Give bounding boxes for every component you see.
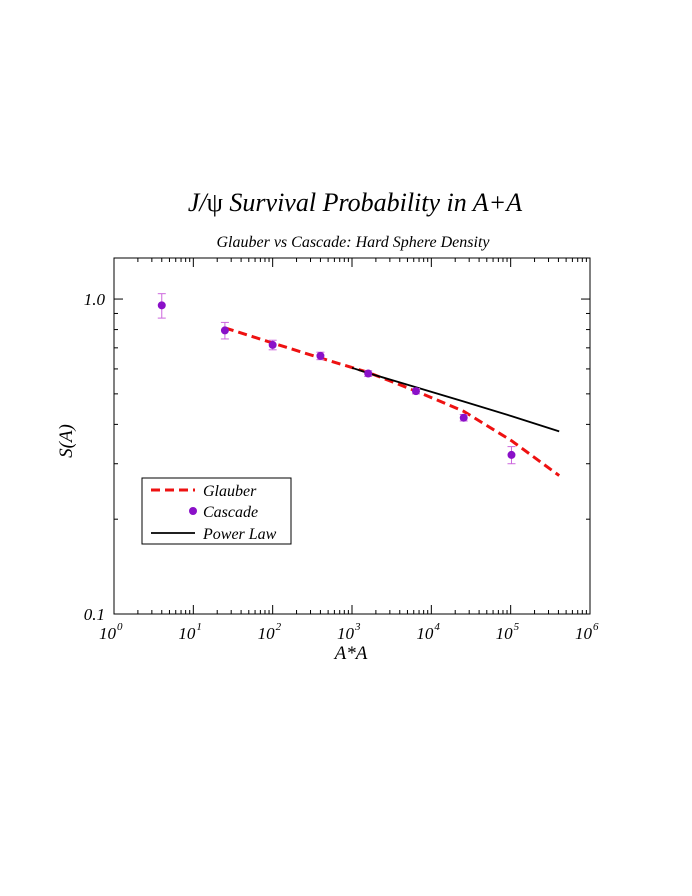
legend: Glauber Cascade Power Law [141, 477, 292, 545]
x-tick-label: 10 5 [496, 621, 520, 643]
power-law-line [351, 366, 560, 433]
y-tick-label: 0.1 [84, 605, 105, 624]
cascade-point [411, 387, 420, 396]
svg-text:10: 10 [258, 624, 276, 643]
cascade-point [268, 339, 277, 351]
svg-text:1: 1 [196, 621, 202, 633]
svg-text:6: 6 [593, 621, 599, 633]
svg-text:5: 5 [514, 621, 520, 633]
svg-text:Glauber: Glauber [203, 483, 257, 500]
cascade-point [316, 351, 325, 361]
axis-ticks [113, 258, 590, 615]
svg-text:3: 3 [354, 621, 361, 633]
chart-title: J/ψ Survival Probability in A+A [188, 188, 522, 217]
plot-frame [113, 257, 591, 615]
y-tick-label: 1.0 [84, 290, 106, 309]
legend-item: Cascade [189, 504, 258, 521]
y-axis-label: S(A) [56, 424, 77, 458]
svg-text:10: 10 [416, 624, 434, 643]
cascade-point [364, 369, 373, 378]
svg-text:10: 10 [178, 624, 196, 643]
svg-text:Cascade: Cascade [203, 504, 258, 521]
psi-symbol: ψ [207, 188, 223, 217]
x-tick-label: 10 1 [178, 621, 202, 643]
cascade-point [507, 446, 516, 465]
svg-text:10: 10 [496, 624, 514, 643]
x-tick-label: 10 0 [99, 621, 123, 643]
legend-item: Glauber [151, 483, 257, 500]
glauber-line [224, 326, 561, 477]
svg-text:10: 10 [575, 624, 593, 643]
x-tick-label: 10 6 [575, 621, 599, 643]
svg-text:0: 0 [117, 621, 123, 633]
svg-text:4: 4 [434, 621, 440, 633]
svg-text:10: 10 [99, 624, 117, 643]
x-axis-label: A*A [333, 643, 368, 664]
x-tick-label: 10 3 [337, 621, 361, 643]
svg-text:2: 2 [276, 621, 282, 633]
x-tick-label: 10 2 [258, 621, 282, 643]
cascade-point [220, 321, 229, 340]
x-tick-label: 10 4 [416, 621, 440, 643]
legend-item: Power Law [151, 526, 277, 543]
svg-text:Power Law: Power Law [202, 526, 277, 543]
cascade-point [157, 293, 166, 319]
cascade-point [459, 413, 468, 422]
chart-subtitle: Glauber vs Cascade: Hard Sphere Density [217, 234, 491, 251]
svg-text:10: 10 [337, 624, 355, 643]
